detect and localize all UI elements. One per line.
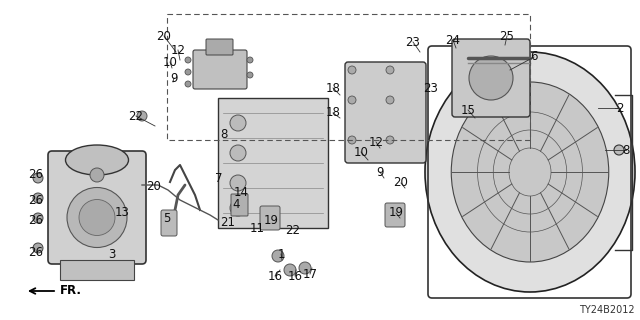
Circle shape bbox=[33, 193, 43, 203]
Circle shape bbox=[137, 111, 147, 121]
Circle shape bbox=[469, 56, 513, 100]
Text: 12: 12 bbox=[369, 135, 383, 148]
FancyBboxPatch shape bbox=[60, 260, 134, 280]
Text: 17: 17 bbox=[303, 268, 317, 281]
Circle shape bbox=[272, 250, 284, 262]
Ellipse shape bbox=[451, 82, 609, 262]
Text: 2: 2 bbox=[616, 101, 624, 115]
Circle shape bbox=[386, 66, 394, 74]
Text: 7: 7 bbox=[215, 172, 223, 185]
FancyBboxPatch shape bbox=[48, 151, 146, 264]
Text: 14: 14 bbox=[234, 187, 248, 199]
Text: 16: 16 bbox=[287, 269, 303, 283]
Circle shape bbox=[386, 96, 394, 104]
Text: 10: 10 bbox=[163, 55, 177, 68]
Text: 20: 20 bbox=[157, 29, 172, 43]
Text: 25: 25 bbox=[500, 29, 515, 43]
FancyBboxPatch shape bbox=[218, 98, 328, 228]
Circle shape bbox=[284, 264, 296, 276]
Circle shape bbox=[230, 175, 246, 191]
Circle shape bbox=[348, 96, 356, 104]
Text: 15: 15 bbox=[461, 103, 476, 116]
Text: FR.: FR. bbox=[60, 284, 82, 298]
Text: 8: 8 bbox=[622, 143, 630, 156]
Text: TY24B2012: TY24B2012 bbox=[579, 305, 635, 315]
Circle shape bbox=[348, 136, 356, 144]
FancyBboxPatch shape bbox=[231, 194, 248, 216]
Text: 21: 21 bbox=[221, 215, 236, 228]
FancyBboxPatch shape bbox=[345, 62, 426, 163]
Text: 11: 11 bbox=[250, 222, 264, 236]
Text: 4: 4 bbox=[232, 198, 240, 212]
Text: 9: 9 bbox=[376, 165, 384, 179]
Text: 18: 18 bbox=[326, 107, 340, 119]
Text: 24: 24 bbox=[445, 34, 461, 46]
Circle shape bbox=[33, 173, 43, 183]
Text: 20: 20 bbox=[147, 180, 161, 193]
Circle shape bbox=[230, 200, 246, 216]
Text: 6: 6 bbox=[531, 51, 538, 63]
Text: 1: 1 bbox=[277, 247, 285, 260]
Circle shape bbox=[348, 66, 356, 74]
FancyBboxPatch shape bbox=[260, 206, 280, 230]
Text: 9: 9 bbox=[170, 71, 178, 84]
Circle shape bbox=[185, 81, 191, 87]
Circle shape bbox=[90, 168, 104, 182]
Text: 23: 23 bbox=[406, 36, 420, 49]
Text: 10: 10 bbox=[353, 146, 369, 158]
Circle shape bbox=[614, 145, 624, 155]
Text: 22: 22 bbox=[129, 109, 143, 123]
Text: 8: 8 bbox=[220, 127, 228, 140]
Text: 26: 26 bbox=[29, 169, 44, 181]
Text: 12: 12 bbox=[170, 44, 186, 57]
Text: 19: 19 bbox=[264, 214, 278, 228]
Text: 13: 13 bbox=[115, 205, 129, 219]
Circle shape bbox=[33, 243, 43, 253]
Ellipse shape bbox=[65, 145, 129, 175]
Text: 26: 26 bbox=[29, 246, 44, 260]
Text: 26: 26 bbox=[29, 213, 44, 227]
Circle shape bbox=[79, 199, 115, 236]
Text: 26: 26 bbox=[29, 194, 44, 206]
Circle shape bbox=[299, 262, 311, 274]
Text: 18: 18 bbox=[326, 82, 340, 94]
Text: 20: 20 bbox=[394, 177, 408, 189]
Circle shape bbox=[247, 72, 253, 78]
Circle shape bbox=[185, 57, 191, 63]
Text: 23: 23 bbox=[424, 82, 438, 94]
FancyBboxPatch shape bbox=[193, 50, 247, 89]
Circle shape bbox=[247, 57, 253, 63]
FancyBboxPatch shape bbox=[206, 39, 233, 55]
Circle shape bbox=[67, 188, 127, 247]
Circle shape bbox=[90, 193, 104, 207]
Text: 5: 5 bbox=[163, 212, 171, 225]
Circle shape bbox=[185, 69, 191, 75]
FancyBboxPatch shape bbox=[161, 210, 177, 236]
Text: 16: 16 bbox=[268, 269, 282, 283]
Circle shape bbox=[230, 145, 246, 161]
Ellipse shape bbox=[425, 52, 635, 292]
Text: 19: 19 bbox=[388, 206, 403, 220]
Circle shape bbox=[33, 213, 43, 223]
FancyBboxPatch shape bbox=[385, 203, 405, 227]
Text: 3: 3 bbox=[108, 247, 116, 260]
Text: 22: 22 bbox=[285, 223, 301, 236]
Circle shape bbox=[386, 136, 394, 144]
FancyBboxPatch shape bbox=[452, 39, 530, 117]
Circle shape bbox=[230, 115, 246, 131]
Circle shape bbox=[90, 218, 104, 232]
